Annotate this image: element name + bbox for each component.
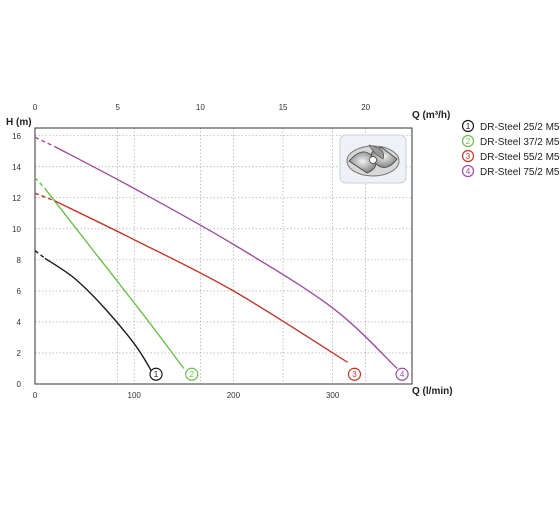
y-tick-label: 4 bbox=[17, 318, 22, 327]
y-tick-label: 16 bbox=[12, 132, 21, 141]
x-bottom-tick-label: 100 bbox=[128, 391, 142, 400]
y-tick-label: 14 bbox=[12, 163, 21, 172]
y-tick-label: 2 bbox=[17, 349, 22, 358]
series-3-end-marker-label: 3 bbox=[352, 370, 357, 379]
x-top-axis-title: Q (m³/h) bbox=[412, 110, 450, 121]
y-axis-title: H (m) bbox=[6, 117, 32, 128]
series-markers: 1 2 3 4 bbox=[150, 368, 408, 380]
series-1-end-marker-label: 1 bbox=[154, 370, 159, 379]
legend-marker-label-1: 1 bbox=[466, 122, 471, 131]
x-top-tick-label: 0 bbox=[33, 103, 38, 112]
x-bottom-tick-label: 0 bbox=[33, 391, 38, 400]
legend-marker-label-3: 3 bbox=[466, 152, 471, 161]
series-1-dashed-line bbox=[35, 251, 45, 259]
impeller-image bbox=[340, 135, 406, 183]
x-top-tick-label: 10 bbox=[196, 103, 205, 112]
x-top-tick-label: 15 bbox=[279, 103, 288, 112]
x-top-tick-label: 20 bbox=[361, 103, 370, 112]
x-bottom-tick-label: 200 bbox=[227, 391, 241, 400]
legend-marker-label-2: 2 bbox=[466, 137, 471, 146]
y-tick-label: 6 bbox=[17, 287, 22, 296]
legend-label-1: DR-Steel 25/2 M50 bbox=[480, 122, 560, 133]
y-tick-label: 8 bbox=[17, 256, 22, 265]
legend-label-3: DR-Steel 55/2 M50 bbox=[480, 152, 560, 163]
series-1-line bbox=[45, 258, 154, 376]
series-4-dashed-line bbox=[35, 137, 55, 146]
x-bottom-tick-label: 300 bbox=[326, 391, 340, 400]
y-tick-label: 0 bbox=[17, 380, 22, 389]
series-2-end-marker-label: 2 bbox=[190, 370, 195, 379]
series-2-line bbox=[45, 189, 184, 369]
legend-label-2: DR-Steel 37/2 M50 bbox=[480, 137, 560, 148]
x-bottom-axis-title: Q (l/min) bbox=[412, 386, 453, 397]
legend-marker-label-4: 4 bbox=[466, 167, 471, 176]
legend-label-4: DR-Steel 75/2 M50 bbox=[480, 167, 560, 178]
x-top-tick-label: 5 bbox=[115, 103, 120, 112]
series-2-dashed-line bbox=[35, 178, 45, 189]
y-tick-label: 10 bbox=[12, 225, 21, 234]
legend: 1 DR-Steel 25/2 M50 2 DR-Steel 37/2 M50 3 DR-… bbox=[463, 121, 560, 179]
series-4-end-marker-label: 4 bbox=[400, 370, 405, 379]
y-tick-label: 12 bbox=[12, 194, 21, 203]
